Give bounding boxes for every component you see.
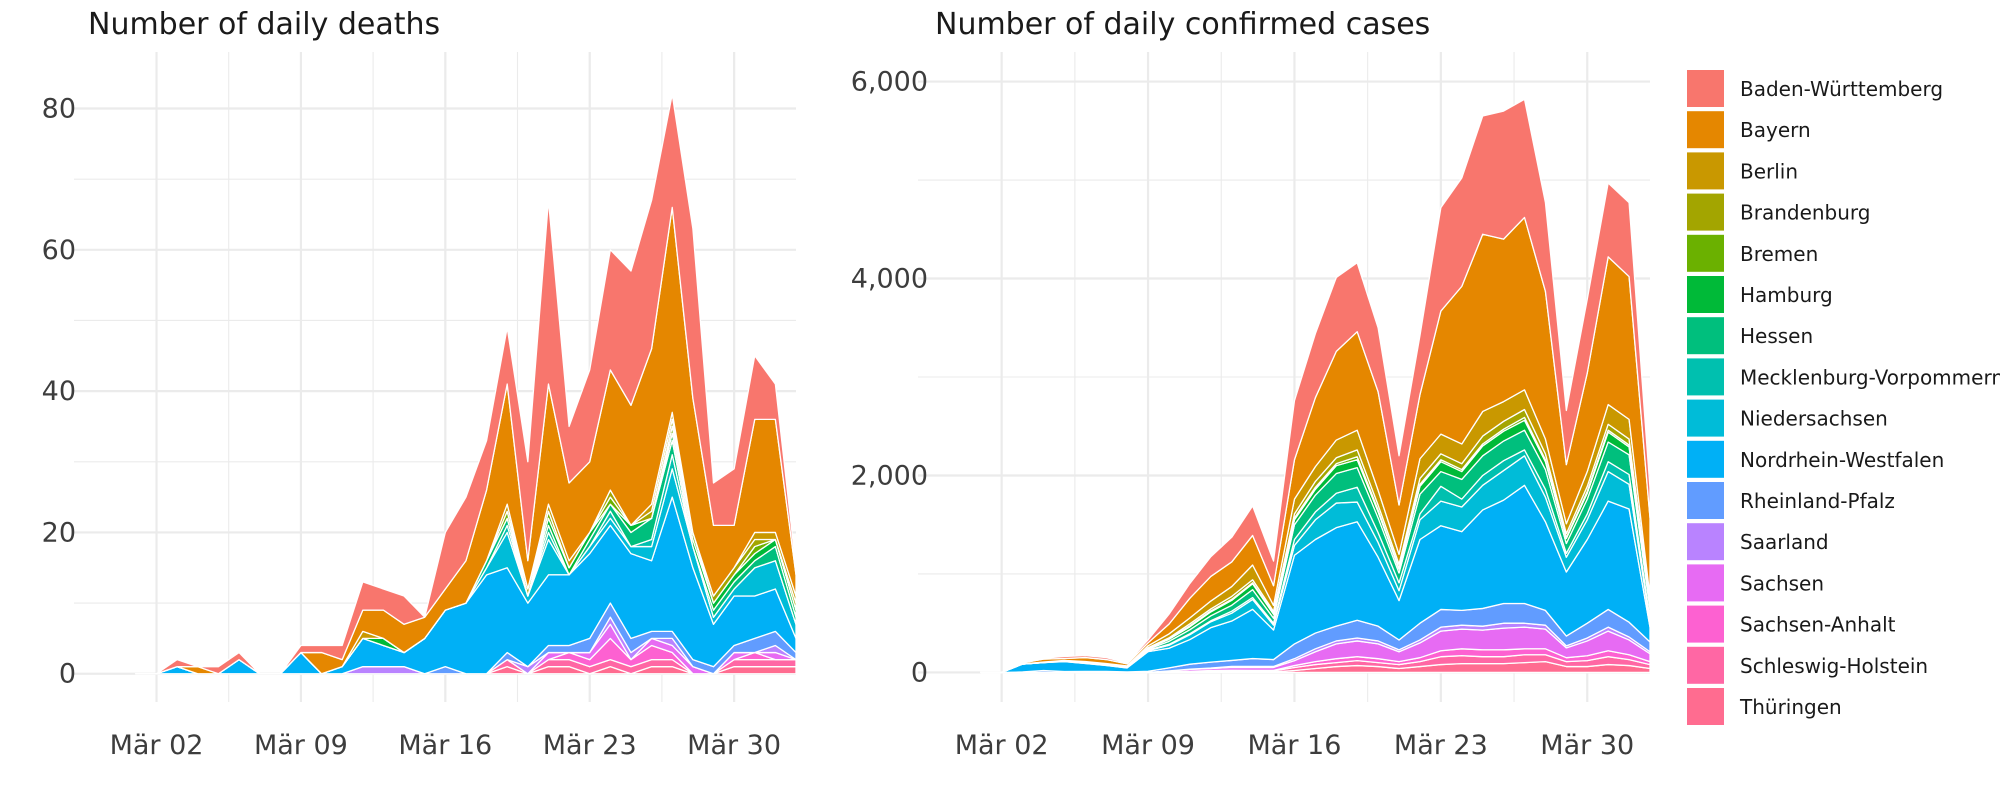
cases-y-tick-label: 6,000 xyxy=(851,67,928,98)
cases-x-tick-label: Mär 02 xyxy=(955,730,1049,761)
deaths-area-baden-wurttemberg xyxy=(135,93,797,675)
legend-item-mecklenburg-vorpommern: Mecklenburg-Vorpommern xyxy=(1687,358,2000,396)
legend-label: Bremen xyxy=(1740,242,1818,266)
legend-label: Rheinland-Pfalz xyxy=(1740,489,1895,513)
cases-x-tick-label: Mär 30 xyxy=(1540,730,1634,761)
legend-label: Sachsen-Anhalt xyxy=(1740,613,1896,637)
cases-y-tick-label: 2,000 xyxy=(851,460,928,491)
legend-swatch xyxy=(1687,70,1724,107)
legend-swatch xyxy=(1687,564,1724,602)
legend-swatch xyxy=(1687,482,1724,519)
legend-label: Niedersachsen xyxy=(1740,407,1888,431)
cases-areas xyxy=(980,98,1651,674)
legend-item-hamburg: Hamburg xyxy=(1687,276,1833,313)
legend-item-rheinland-pfalz: Rheinland-Pfalz xyxy=(1687,482,1895,519)
cases-x-tick-label: Mär 16 xyxy=(1248,730,1342,761)
legend-swatch xyxy=(1687,646,1724,684)
cases-x-tick-label: Mär 23 xyxy=(1394,730,1488,761)
deaths-x-ticks: Mär 02 Mär 09 Mär 16 Mär 23 Mär 30 xyxy=(110,730,781,761)
legend-item-berlin: Berlin xyxy=(1687,152,1798,190)
legend-item-niedersachsen: Niedersachsen xyxy=(1687,399,1888,437)
legend-swatch xyxy=(1687,440,1724,478)
legend-item-sachsen-anhalt: Sachsen-Anhalt xyxy=(1687,605,1896,643)
cases-area-baden-wurttemberg xyxy=(980,98,1651,674)
legend-swatch xyxy=(1687,111,1724,149)
legend-item-brandenburg: Brandenburg xyxy=(1687,193,1871,231)
legend-label: Baden-Württemberg xyxy=(1740,77,1943,101)
legend-swatch xyxy=(1687,234,1724,272)
cases-y-ticks: 0 2,000 4,000 6,000 xyxy=(851,67,928,689)
cases-chart: Number of daily confirmed cases Mär 02 Mä… xyxy=(851,7,1651,761)
legend-item-bremen: Bremen xyxy=(1687,234,1818,272)
deaths-x-tick-label: Mär 09 xyxy=(254,730,348,761)
deaths-x-tick-label: Mär 02 xyxy=(110,730,204,761)
deaths-x-tick-label: Mär 16 xyxy=(398,730,492,761)
legend-swatch xyxy=(1687,399,1724,437)
legend-swatch xyxy=(1687,688,1724,725)
legend-swatch xyxy=(1687,193,1724,231)
cases-y-tick-label: 4,000 xyxy=(851,264,928,295)
legend-swatch xyxy=(1687,605,1724,643)
legend-item-sachsen: Sachsen xyxy=(1687,564,1824,602)
legend-label: Schleswig-Holstein xyxy=(1740,654,1928,678)
legend-swatch xyxy=(1687,276,1724,313)
legend-item-thuringen: Thüringen xyxy=(1687,688,1842,725)
legend-swatch xyxy=(1687,152,1724,190)
cases-chart-title: Number of daily confirmed cases xyxy=(935,7,1430,42)
legend-label: Bayern xyxy=(1740,118,1811,142)
legend-label: Thüringen xyxy=(1739,695,1842,719)
legend-swatch xyxy=(1687,358,1724,396)
deaths-chart: Number of daily deaths Mär 02 Mär 09 Mär 1… xyxy=(42,7,797,761)
legend: Baden-Württemberg Bayern Berlin Brandenburg… xyxy=(1687,70,2000,725)
legend-swatch xyxy=(1687,317,1724,355)
deaths-y-tick-label: 40 xyxy=(42,376,76,407)
legend-item-baden-wurttemberg: Baden-Württemberg xyxy=(1687,70,1943,107)
deaths-y-ticks: 0 20 40 60 80 xyxy=(42,94,76,690)
legend-label: Saarland xyxy=(1740,530,1829,554)
legend-item-hessen: Hessen xyxy=(1687,317,1813,355)
legend-label: Nordrhein-Westfalen xyxy=(1740,448,1944,472)
deaths-x-tick-label: Mär 23 xyxy=(543,730,637,761)
legend-item-saarland: Saarland xyxy=(1687,523,1829,561)
cases-x-ticks: Mär 02 Mär 09 Mär 16 Mär 23 Mär 30 xyxy=(955,730,1634,761)
legend-item-bayern: Bayern xyxy=(1687,111,1811,149)
legend-label: Brandenburg xyxy=(1740,201,1871,225)
legend-label: Hamburg xyxy=(1740,283,1833,307)
legend-item-schleswig-holstein: Schleswig-Holstein xyxy=(1687,646,1928,684)
legend-item-nordrhein-westfalen: Nordrhein-Westfalen xyxy=(1687,440,1944,478)
legend-label: Sachsen xyxy=(1740,571,1824,595)
deaths-y-tick-label: 80 xyxy=(42,94,76,125)
deaths-chart-title: Number of daily deaths xyxy=(88,7,440,42)
legend-label: Berlin xyxy=(1740,159,1798,183)
deaths-y-tick-label: 0 xyxy=(59,659,76,690)
deaths-x-tick-label: Mär 30 xyxy=(687,730,781,761)
deaths-areas xyxy=(135,93,797,675)
deaths-y-tick-label: 20 xyxy=(42,517,76,548)
legend-label: Hessen xyxy=(1740,324,1813,348)
cases-x-tick-label: Mär 09 xyxy=(1101,730,1195,761)
cases-y-tick-label: 0 xyxy=(911,657,928,688)
legend-label: Mecklenburg-Vorpommern xyxy=(1740,365,2000,389)
deaths-y-tick-label: 60 xyxy=(42,235,76,266)
legend-swatch xyxy=(1687,523,1724,561)
